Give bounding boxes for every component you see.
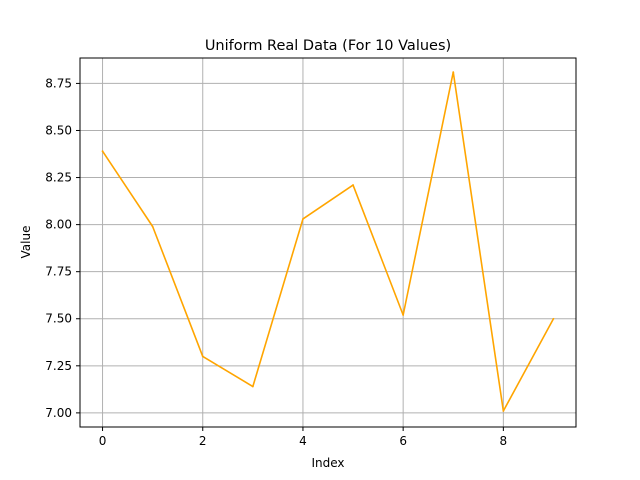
data-point — [302, 218, 304, 220]
data-point — [201, 355, 204, 358]
x-tick-label: 6 — [399, 434, 407, 448]
y-tick-label: 8.75 — [45, 76, 72, 90]
x-axis-label: Index — [311, 456, 344, 470]
x-axis-ticks: 0 2 4 6 8 — [99, 427, 507, 448]
y-tick-label: 8.25 — [45, 171, 72, 185]
x-tick-label: 4 — [299, 434, 307, 448]
x-tick-label: 0 — [99, 434, 107, 448]
data-point — [502, 410, 505, 412]
data-point — [552, 317, 555, 320]
y-tick-label: 7.25 — [45, 359, 72, 373]
y-axis-label: Value — [19, 226, 33, 259]
x-tick-label: 2 — [199, 434, 207, 448]
data-point — [101, 150, 104, 153]
y-tick-label: 8.50 — [45, 123, 72, 137]
data-point — [452, 71, 455, 74]
data-point — [352, 184, 354, 186]
data-point — [151, 225, 154, 228]
y-tick-label: 7.75 — [45, 265, 72, 279]
y-tick-label: 7.00 — [45, 406, 72, 420]
chart-title: Uniform Real Data (For 10 Values) — [205, 38, 451, 54]
data-point — [402, 314, 405, 316]
x-tick-label: 8 — [500, 434, 508, 448]
y-axis-ticks: 7.00 7.25 7.50 7.75 8.00 8.25 8.50 8.75 — [45, 76, 80, 420]
plot-frame — [79, 57, 577, 428]
data-series — [101, 71, 555, 412]
grid — [80, 58, 576, 427]
y-tick-label: 8.00 — [45, 218, 72, 232]
y-tick-label: 7.50 — [45, 312, 72, 326]
series-line — [101, 71, 555, 412]
data-point — [251, 385, 254, 388]
